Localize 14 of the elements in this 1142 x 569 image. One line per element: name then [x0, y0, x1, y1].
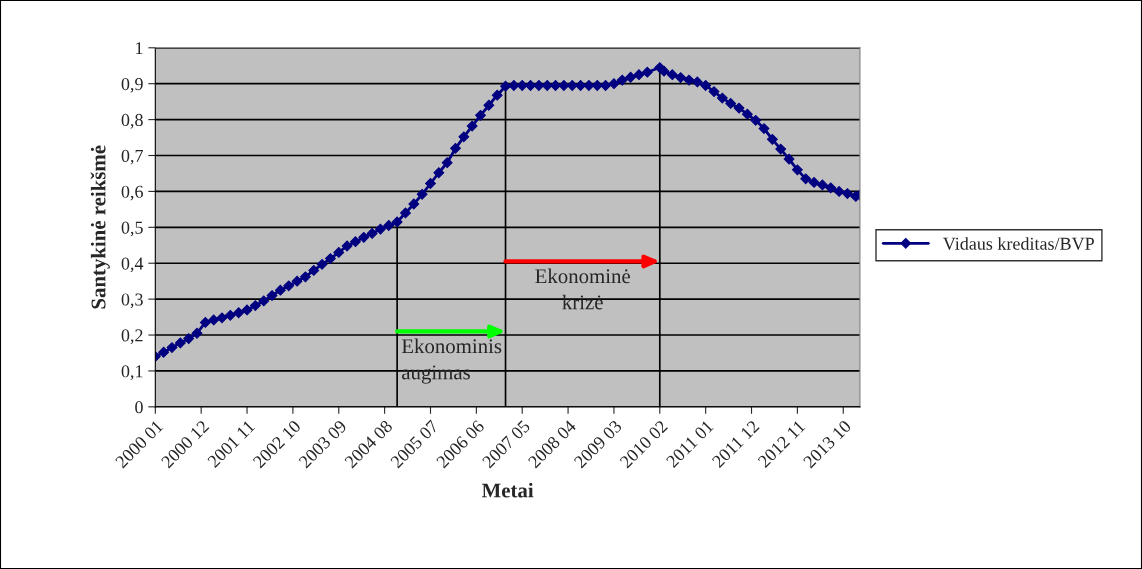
legend-label: Vidaus kreditas/BVP — [943, 237, 1094, 250]
y-tick-label: 0,3 — [121, 293, 143, 309]
y-tick-label: 0,7 — [121, 149, 143, 165]
y-tick-label: 0,2 — [121, 329, 143, 345]
y-tick-label: 0,8 — [121, 113, 143, 129]
y-tick-label: 0,9 — [121, 77, 143, 93]
y-tick-label: 0,4 — [121, 257, 144, 273]
y-tick-label: 1 — [136, 42, 143, 55]
y-axis-title: Santykinė reikšmė — [90, 145, 110, 309]
y-tick-label: 0,5 — [121, 221, 143, 237]
x-axis-title: Metai — [481, 482, 534, 498]
y-tick-label: 0,6 — [121, 185, 143, 201]
y-tick-label: 0 — [135, 401, 143, 414]
y-tick-label: 0,1 — [121, 365, 143, 380]
